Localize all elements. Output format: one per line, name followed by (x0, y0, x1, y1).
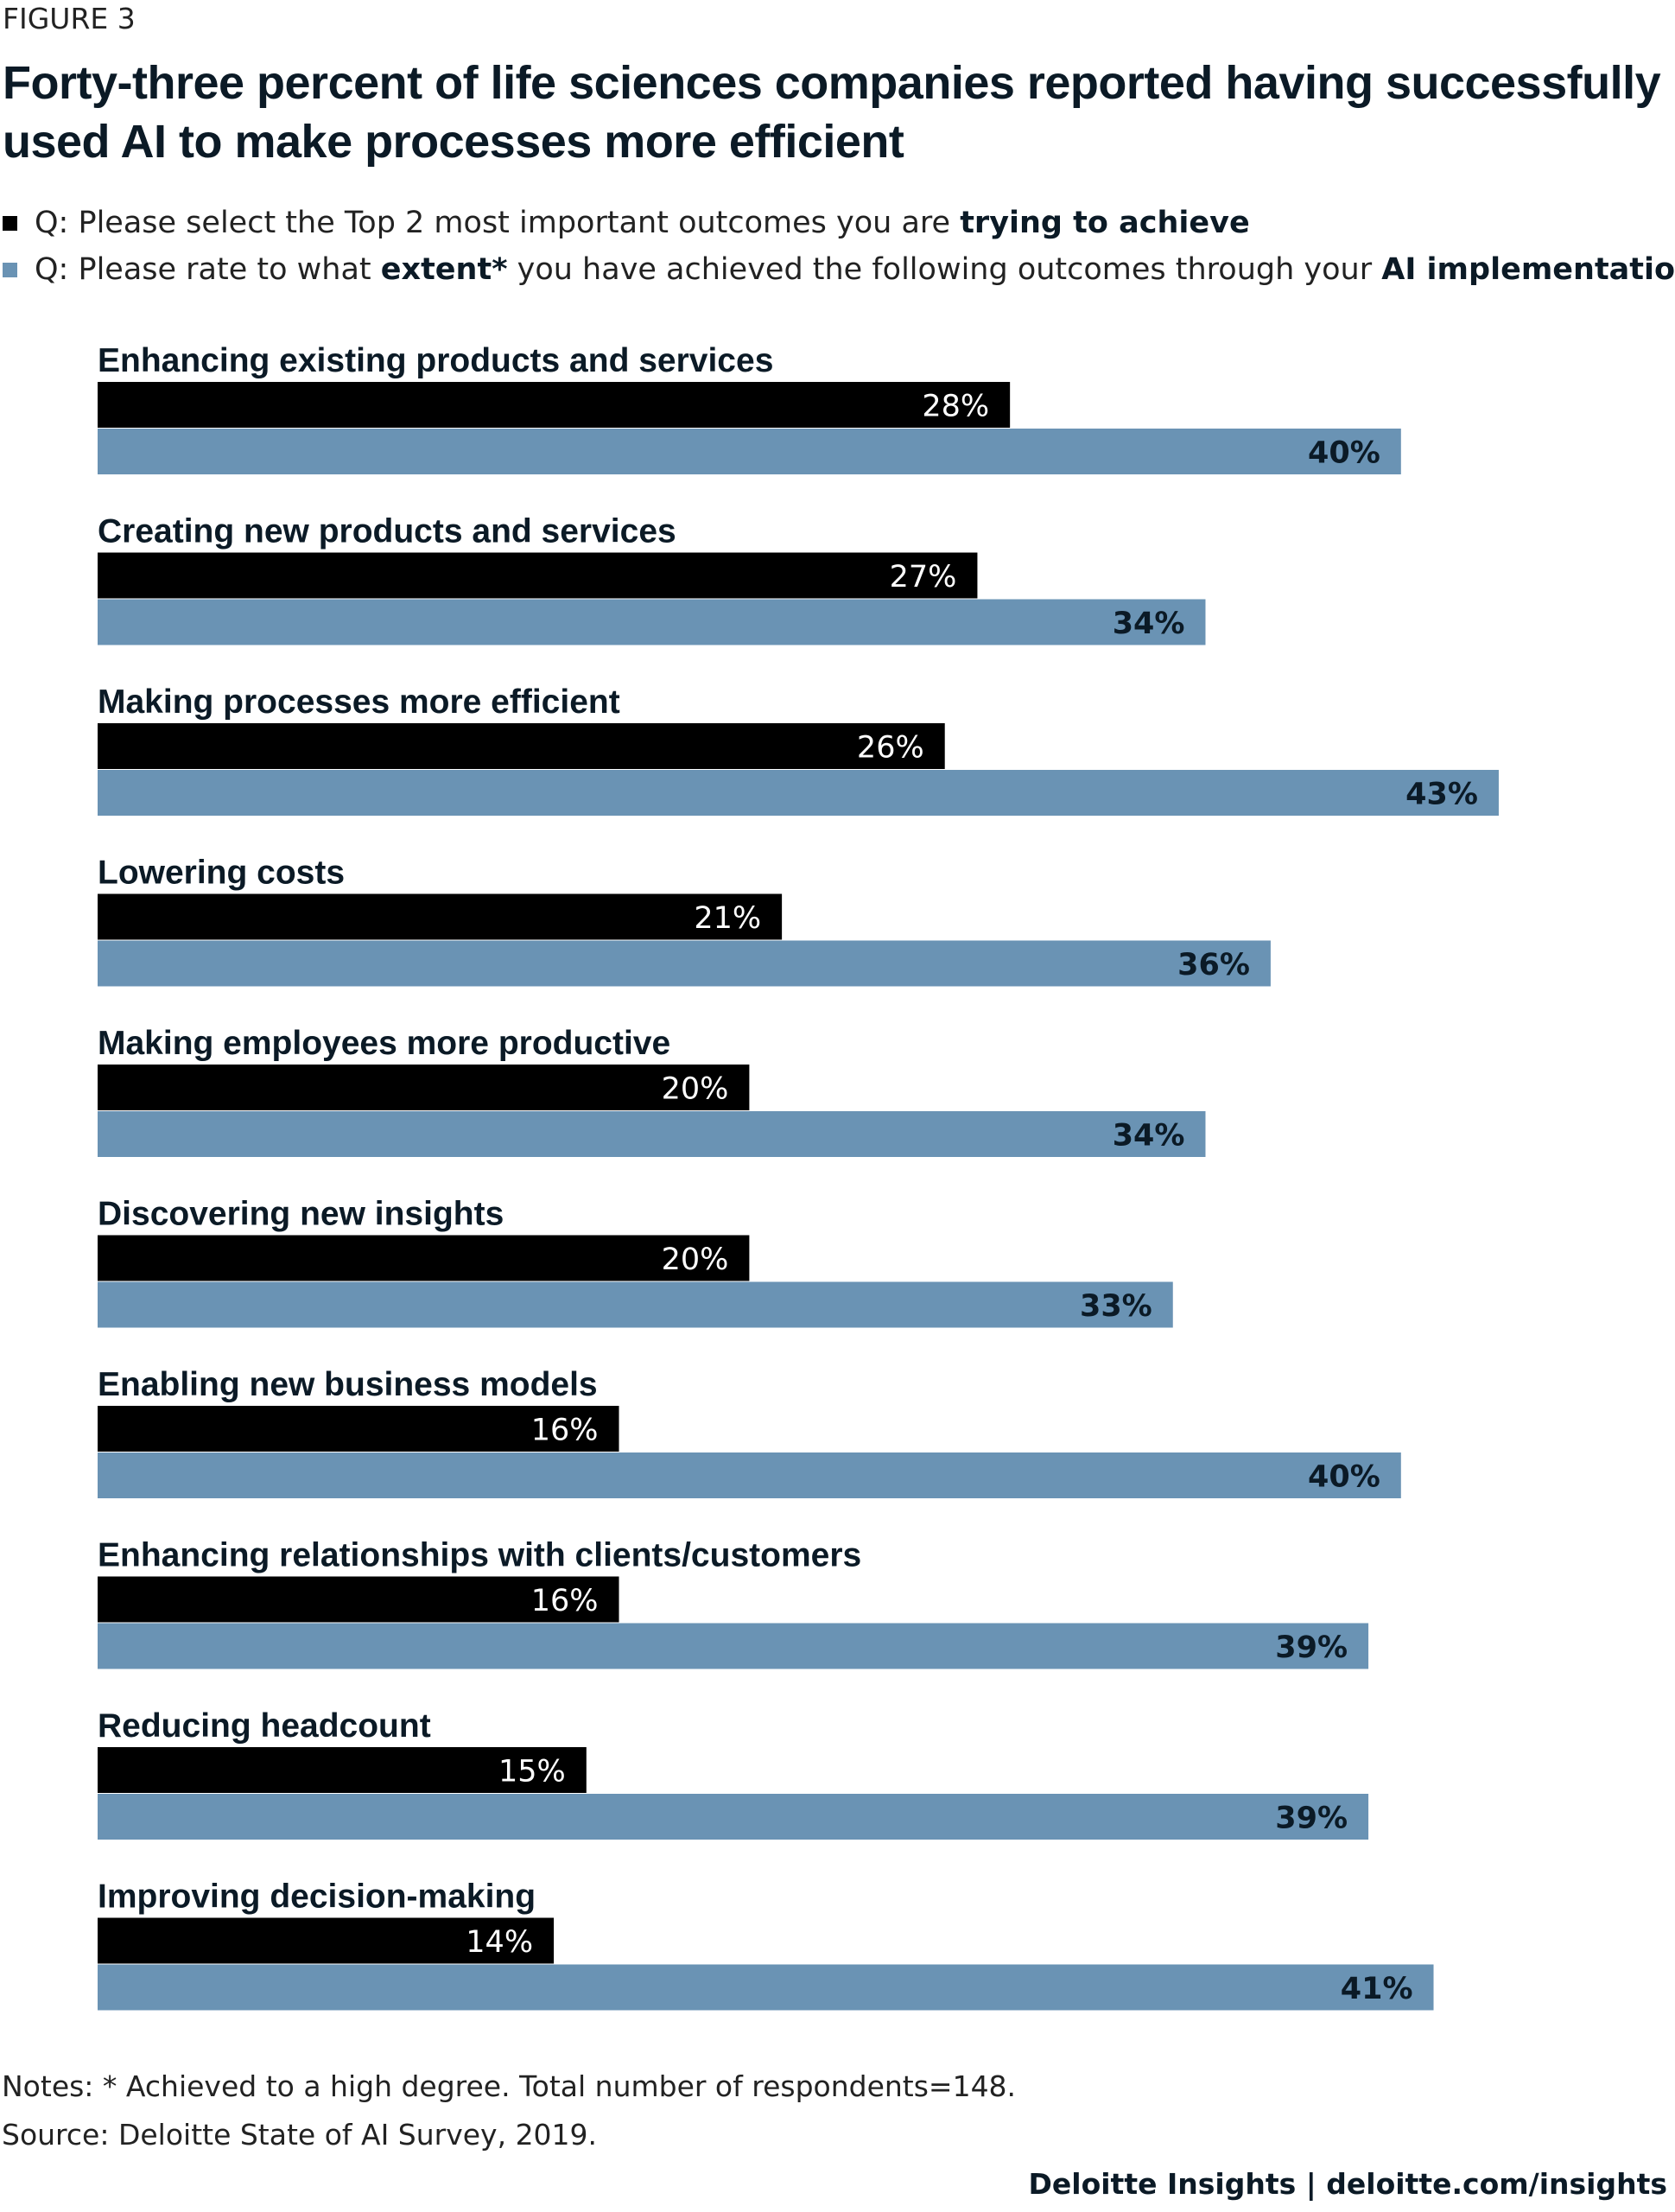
data-label-goal: 27% (890, 560, 957, 594)
data-label-goal: 16% (531, 1414, 599, 1448)
data-label-achieved: 40% (1308, 436, 1380, 471)
credit: Deloitte Insights | deloitte.com/insight… (1028, 2167, 1667, 2201)
category-label: Enabling new business models (98, 1366, 598, 1403)
data-label-goal: 20% (662, 1243, 729, 1277)
category-label: Improving decision-making (98, 1878, 536, 1916)
data-label-goal: 16% (531, 1584, 599, 1618)
bar-achieved (98, 1794, 1369, 1840)
legend-entry-goal: Q: Please select the Top 2 most importan… (0, 201, 1250, 245)
legend-entry-achieved: Q: Please rate to what extent* you have … (0, 248, 1675, 291)
bar-achieved (98, 1964, 1434, 2011)
legend-text-part: extent* (380, 252, 508, 287)
data-label-goal: 21% (694, 901, 761, 936)
data-label-achieved: 39% (1275, 1802, 1348, 1836)
notes: Notes: * Achieved to a high degree. Tota… (2, 2069, 1017, 2103)
legend-text-part: you have achieved the following outcomes… (507, 252, 1382, 287)
data-label-achieved: 41% (1341, 1972, 1413, 2006)
bar-goal (98, 1747, 587, 1793)
bar-achieved (98, 770, 1499, 816)
data-label-achieved: 36% (1177, 948, 1250, 982)
legend-text-achieved: Q: Please rate to what extent* you have … (35, 252, 1675, 287)
bar-chart: Enhancing existing products and services… (98, 342, 1499, 2011)
chart-title: Forty-three percent of life sciences com… (3, 57, 1661, 168)
bar-goal (98, 723, 945, 769)
category-label: Lowering costs (98, 855, 345, 892)
category-label: Making processes more efficient (98, 683, 620, 721)
source: Source: Deloitte State of AI Survey, 201… (2, 2118, 598, 2152)
data-label-achieved: 33% (1080, 1289, 1152, 1324)
data-label-goal: 15% (498, 1755, 566, 1789)
data-label-achieved: 43% (1405, 778, 1478, 812)
bar-goal (98, 893, 783, 940)
bar-achieved (98, 599, 1206, 645)
data-label-achieved: 34% (1113, 607, 1185, 641)
category-label: Creating new products and services (98, 513, 676, 550)
legend-swatch-blue (3, 262, 17, 277)
legend-text-part: AI implementations (1381, 252, 1675, 287)
bar-achieved (98, 429, 1401, 474)
bar-goal (98, 1576, 619, 1623)
data-label-goal: 14% (466, 1925, 533, 1960)
category-label: Making employees more productive (98, 1025, 670, 1062)
bar-goal (98, 1406, 619, 1452)
bar-achieved (98, 940, 1271, 987)
data-label-goal: 28% (922, 390, 989, 424)
bar-goal (98, 1065, 750, 1110)
category-label: Discovering new insights (98, 1196, 504, 1233)
legend-text-part: Q: Please select the Top 2 most importan… (35, 206, 961, 240)
bar-achieved (98, 1281, 1173, 1328)
data-label-goal: 26% (857, 731, 924, 766)
bar-achieved (98, 1623, 1369, 1669)
data-label-goal: 20% (662, 1072, 729, 1107)
bar-goal (98, 382, 1011, 428)
data-label-achieved: 34% (1113, 1119, 1185, 1154)
legend-text-part: trying to achieve (960, 206, 1250, 240)
figure-label: FIGURE 3 (3, 2, 136, 35)
category-label: Enhancing relationships with clients/cus… (98, 1537, 861, 1574)
bar-achieved (98, 1111, 1206, 1157)
legend-text-part: Q: Please rate to what (35, 252, 381, 287)
bar-achieved (98, 1452, 1401, 1498)
category-label: Reducing headcount (98, 1707, 431, 1745)
bar-goal (98, 1235, 750, 1281)
legend-text-goal: Q: Please select the Top 2 most importan… (35, 206, 1250, 240)
data-label-achieved: 40% (1308, 1460, 1380, 1495)
data-label-achieved: 39% (1275, 1630, 1348, 1665)
bar-goal (98, 1917, 555, 1964)
category-label: Enhancing existing products and services (98, 342, 773, 379)
legend-swatch-black (3, 215, 17, 231)
bar-goal (98, 552, 978, 599)
